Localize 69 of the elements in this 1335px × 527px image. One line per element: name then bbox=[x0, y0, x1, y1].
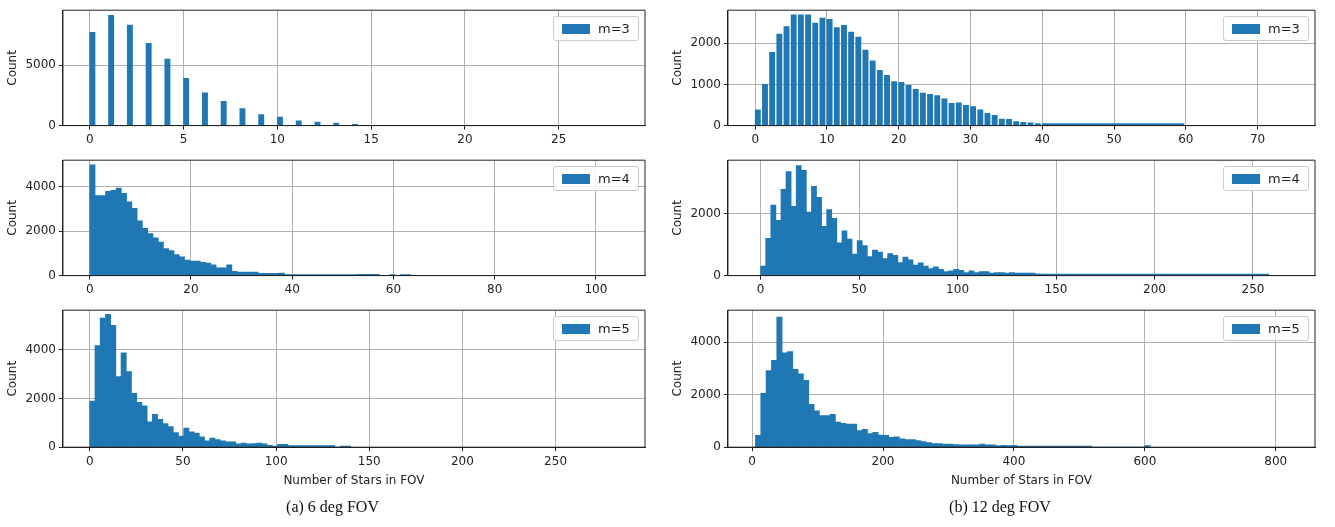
y-axis-title: Count bbox=[670, 49, 685, 86]
x-tick-label: 30 bbox=[962, 131, 979, 146]
legend-label: m=3 bbox=[598, 21, 630, 37]
legend-label: m=3 bbox=[1268, 21, 1300, 37]
x-axis-title: Number of Stars in FOV bbox=[950, 472, 1093, 487]
x-tick-label: 0 bbox=[85, 281, 94, 296]
y-tick-label: 0 bbox=[48, 117, 56, 132]
x-tick-label: 150 bbox=[357, 453, 381, 468]
x-tick-label: 50 bbox=[851, 281, 867, 296]
y-axis-title: Count bbox=[5, 360, 20, 397]
x-tick-label: 150 bbox=[1044, 281, 1068, 296]
x-tick-label: 0 bbox=[756, 281, 765, 296]
x-tick-label: 600 bbox=[1133, 453, 1157, 468]
x-tick-label: 40 bbox=[1034, 131, 1050, 146]
y-tick-label: 4000 bbox=[25, 178, 56, 193]
x-tick-label: 250 bbox=[544, 453, 568, 468]
x-tick-label: 20 bbox=[891, 131, 907, 146]
x-tick-label: 60 bbox=[1178, 131, 1194, 146]
x-tick-label: 20 bbox=[183, 281, 199, 296]
legend-label: m=4 bbox=[1268, 171, 1300, 187]
x-tick-label: 10 bbox=[819, 131, 835, 146]
x-tick-label: 25 bbox=[551, 131, 567, 146]
x-tick-label: 200 bbox=[1143, 281, 1166, 296]
y-axis-title: Count bbox=[670, 360, 685, 397]
x-tick-label: 400 bbox=[1002, 453, 1026, 468]
x-axis-title: Number of Stars in FOV bbox=[283, 472, 426, 487]
x-tick-label: 200 bbox=[871, 453, 895, 468]
y-tick-label: 2000 bbox=[25, 223, 56, 238]
x-tick-label: 200 bbox=[450, 453, 474, 468]
y-axis-title: Count bbox=[670, 199, 685, 236]
x-tick-label: 50 bbox=[175, 453, 191, 468]
x-tick-label: 250 bbox=[1241, 281, 1265, 296]
text: (a) 6 deg FOV bbox=[285, 498, 380, 516]
y-tick-label: 2000 bbox=[25, 390, 56, 405]
y-tick-label: 2000 bbox=[690, 205, 721, 220]
y-tick-label: 4000 bbox=[690, 334, 721, 349]
x-tick-label: 40 bbox=[284, 281, 300, 296]
text: (b) 12 deg FOV bbox=[948, 498, 1052, 516]
x-tick-label: 100 bbox=[264, 453, 288, 468]
x-tick-label: 100 bbox=[946, 281, 970, 296]
y-tick-label: 0 bbox=[48, 267, 56, 282]
y-tick-label: 2000 bbox=[690, 35, 721, 50]
x-tick-label: 100 bbox=[584, 281, 608, 296]
x-tick-label: 70 bbox=[1249, 131, 1266, 146]
x-tick-label: 60 bbox=[385, 281, 402, 296]
y-tick-label: 5000 bbox=[25, 57, 56, 72]
x-tick-label: 0 bbox=[85, 453, 94, 468]
x-tick-label: 15 bbox=[363, 131, 379, 146]
y-tick-label: 0 bbox=[713, 267, 721, 282]
x-tick-label: 0 bbox=[85, 131, 94, 146]
legend-label: m=5 bbox=[598, 321, 630, 337]
x-tick-label: 800 bbox=[1264, 453, 1288, 468]
x-tick-label: 0 bbox=[748, 453, 756, 468]
legend-label: m=4 bbox=[598, 171, 630, 187]
y-axis-title: Count bbox=[5, 199, 20, 236]
x-tick-label: 50 bbox=[1106, 131, 1122, 146]
y-tick-label: 1000 bbox=[690, 76, 721, 91]
y-tick-label: 0 bbox=[48, 439, 56, 454]
y-tick-label: 0 bbox=[713, 117, 721, 132]
y-tick-label: 4000 bbox=[25, 341, 56, 356]
x-tick-label: 80 bbox=[487, 281, 503, 296]
y-axis-title: Count bbox=[5, 49, 20, 86]
x-tick-label: 5 bbox=[179, 131, 188, 146]
x-tick-label: 20 bbox=[457, 131, 473, 146]
x-tick-label: 0 bbox=[751, 131, 760, 146]
y-tick-label: 2000 bbox=[690, 386, 721, 401]
legend-label: m=5 bbox=[1268, 321, 1300, 337]
x-tick-label: 10 bbox=[269, 131, 285, 146]
y-tick-label: 0 bbox=[713, 439, 721, 454]
